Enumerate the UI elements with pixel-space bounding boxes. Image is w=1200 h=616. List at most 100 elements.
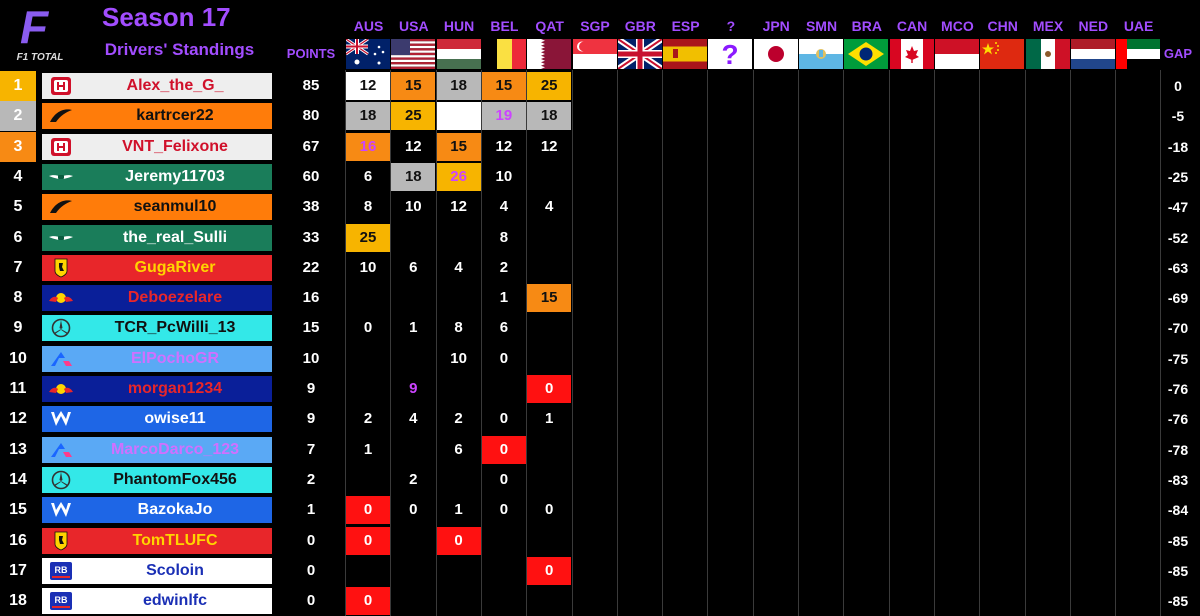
table-row[interactable]: 6 the_real_Sulli 33 25 8 -52 <box>0 223 1200 253</box>
driver-points: 1 <box>306 501 316 519</box>
driver-cell[interactable]: Deboezelare <box>42 285 272 312</box>
table-row[interactable]: 3 VNT_Felixone 67 16 12 15 12 12 -18 <box>0 131 1200 162</box>
race-result <box>391 587 435 615</box>
race-result: 4 <box>409 410 418 428</box>
points-gap: -52 <box>1167 229 1189 246</box>
race-result: 12 <box>495 137 513 155</box>
table-row[interactable]: 10 ElPochoGR 10 10 0 -75 <box>0 344 1200 374</box>
race-result: 15 <box>436 132 481 161</box>
aston-martin-icon <box>48 228 74 248</box>
driver-cell[interactable]: ElPochoGR <box>42 345 272 372</box>
driver-cell[interactable]: BazokaJo <box>42 497 272 524</box>
race-result <box>346 345 390 373</box>
driver-points: 2 <box>306 470 316 488</box>
race-result <box>527 436 571 464</box>
race-result: 25 <box>346 223 390 252</box>
points-gap: -84 <box>1167 502 1189 519</box>
driver-name: Jeremy11703 <box>125 167 225 185</box>
race-result: 12 <box>404 137 422 155</box>
race-result: 0 <box>481 435 526 464</box>
table-row[interactable]: 16 TomTLUFC 0 0 0 -85 <box>0 526 1200 556</box>
driver-cell[interactable]: Jeremy11703 <box>42 163 272 190</box>
race-result: 15 <box>481 72 526 100</box>
race-code: MEX <box>1032 18 1064 34</box>
driver-points: 0 <box>306 531 316 549</box>
driver-cell[interactable]: TomTLUFC <box>42 527 272 554</box>
ferrari-icon <box>48 258 74 278</box>
points-gap: -78 <box>1167 441 1189 458</box>
driver-cell[interactable]: MarcoDarco_123 <box>42 436 272 463</box>
table-row[interactable]: 5 seanmul10 38 8 10 12 4 4 -47 <box>0 192 1200 222</box>
race-code: GBR <box>624 18 656 34</box>
driver-name: edwinlfc <box>142 592 207 610</box>
driver-cell[interactable]: the_real_Sulli <box>42 224 272 251</box>
racing-bulls-icon: RB <box>48 591 74 611</box>
driver-cell[interactable]: Alex_the_G_ <box>42 73 272 99</box>
hungary-flag <box>436 39 481 69</box>
column-divider <box>616 70 618 616</box>
table-row[interactable]: 7 GugaRiver 22 10 6 4 2 -63 <box>0 253 1200 283</box>
position-number: 3 <box>0 131 36 162</box>
position-number: 18 <box>9 592 27 610</box>
driver-cell[interactable]: seanmul10 <box>42 194 272 221</box>
driver-cell[interactable]: TCR_PcWilli_13 <box>42 315 272 342</box>
driver-cell[interactable]: morgan1234 <box>42 376 272 402</box>
alpine-icon <box>48 349 74 369</box>
race-result: 0 <box>499 470 509 488</box>
race-code: NED <box>1078 18 1109 34</box>
driver-cell[interactable]: kartrcer22 <box>42 103 272 130</box>
driver-cell[interactable]: VNT_Felixone <box>42 133 272 160</box>
table-row[interactable]: 14 PhantomFox456 2 2 0 -83 <box>0 465 1200 495</box>
driver-points: 16 <box>302 289 320 307</box>
race-code: HUN <box>443 18 475 34</box>
driver-name: GugaRiver <box>134 258 216 276</box>
table-row[interactable]: 12 owise11 9 2 4 2 0 1 -76 <box>0 404 1200 434</box>
table-row[interactable]: 18 RB edwinlfc 0 0 -85 <box>0 586 1200 616</box>
table-row[interactable]: 15 BazokaJo 1 0 0 1 0 0 -84 <box>0 495 1200 525</box>
race-result: 0 <box>409 501 418 519</box>
driver-points: 38 <box>302 198 320 216</box>
driver-cell[interactable]: RB Scoloin <box>42 557 272 584</box>
racing-bulls-icon: RB <box>48 561 74 581</box>
race-code: BRA <box>851 18 882 34</box>
table-row[interactable]: 2 kartrcer22 80 18 25 19 18 -5 <box>0 101 1200 132</box>
position-number: 6 <box>13 228 23 246</box>
column-divider <box>752 70 754 616</box>
driver-cell[interactable]: RB edwinlfc <box>42 588 272 615</box>
table-row[interactable]: 4 Jeremy11703 60 6 18 26 10 -25 <box>0 162 1200 192</box>
race-result <box>391 284 435 312</box>
driver-cell[interactable]: PhantomFox456 <box>42 466 272 493</box>
race-result <box>527 345 571 373</box>
logo-letter: F <box>20 1 48 53</box>
table-row[interactable]: 1 Alex_the_G_ 85 12 15 18 15 25 0 <box>0 71 1200 101</box>
race-result: 18 <box>346 102 390 131</box>
race-code: CHN <box>987 18 1018 34</box>
race-result: 18 <box>391 162 436 191</box>
column-divider <box>1024 70 1026 616</box>
table-row[interactable]: 17 RB Scoloin 0 0 -85 <box>0 556 1200 586</box>
race-result <box>436 102 481 131</box>
points-gap: -85 <box>1167 532 1189 549</box>
san-marino-flag <box>799 39 843 69</box>
red-bull-icon <box>48 379 74 399</box>
race-result: 25 <box>527 72 572 100</box>
table-row[interactable]: 11 morgan1234 9 9 0 -76 <box>0 374 1200 404</box>
table-row[interactable]: 13 MarcoDarco_123 7 1 6 0 -78 <box>0 435 1200 465</box>
race-result: 9 <box>409 380 418 397</box>
china-flag <box>980 39 1025 69</box>
driver-name: PhantomFox456 <box>113 470 237 488</box>
table-row[interactable]: 8 Deboezelare 16 1 15 -69 <box>0 283 1200 313</box>
driver-cell[interactable]: GugaRiver <box>42 254 272 281</box>
race-code: MCO <box>941 18 974 34</box>
driver-cell[interactable]: owise11 <box>42 406 272 433</box>
f1-total-logo: F F1 TOTAL <box>4 2 74 66</box>
race-code: SMN <box>805 18 838 34</box>
uae-flag <box>1116 39 1161 69</box>
driver-name: Alex_the_G_ <box>126 77 224 94</box>
race-result: 10 <box>404 198 422 216</box>
table-row[interactable]: 9 TCR_PcWilli_13 15 0 1 8 6 -70 <box>0 313 1200 343</box>
race-result: 0 <box>363 319 373 337</box>
mercedes-icon <box>48 470 74 490</box>
race-result: 1 <box>363 440 373 458</box>
race-code: SGP <box>580 18 610 34</box>
